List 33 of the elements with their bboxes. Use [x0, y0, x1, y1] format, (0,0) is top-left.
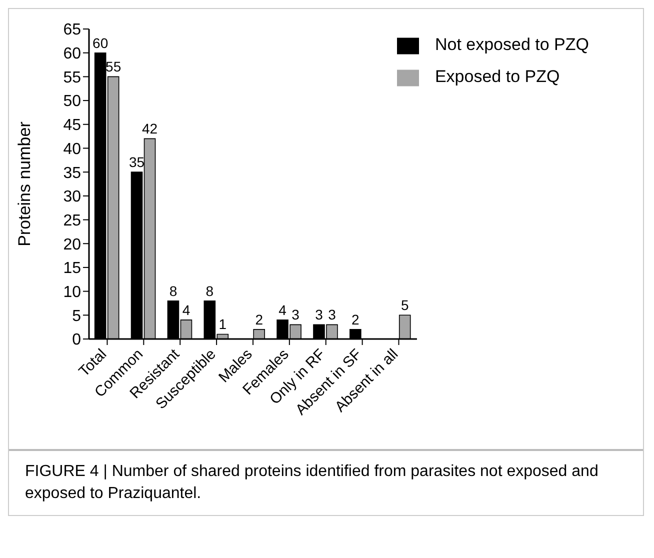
legend-label: Not exposed to PZQ	[434, 35, 589, 54]
y-tick-label: 20	[63, 236, 82, 254]
y-tick-label: 35	[63, 164, 82, 182]
y-tick-label: 15	[63, 260, 82, 278]
data-label: 8	[169, 282, 178, 299]
data-label: 1	[218, 316, 227, 332]
data-label: 3	[292, 306, 300, 323]
caption: FIGURE 4 | Number of shared proteins identified from parasites not exposed and exposed to Praziquantel.	[25, 462, 600, 504]
y-tick-label: 45	[63, 117, 82, 134]
y-tick-label: 10	[63, 284, 82, 301]
y-tick-label: 25	[63, 212, 82, 230]
data-label: 3	[315, 306, 324, 323]
data-label: 3	[328, 306, 336, 323]
data-label: 8	[206, 282, 214, 299]
data-label: 42	[142, 120, 158, 137]
y-tick-label: 40	[63, 140, 82, 158]
data-label: 55	[106, 58, 122, 75]
data-label: 5	[400, 297, 409, 314]
y-tick-label: 55	[63, 69, 82, 86]
y-tick-label: 5	[72, 308, 82, 325]
y-axis-title: Proteins number	[15, 121, 34, 246]
y-tick-label: 65	[63, 22, 82, 39]
data-label: 60	[92, 34, 108, 51]
data-label: 2	[255, 311, 264, 328]
data-label: 4	[278, 302, 287, 318]
y-tick-label: 60	[63, 46, 82, 63]
data-label: 35	[128, 154, 145, 170]
y-tick-label: 30	[63, 188, 82, 206]
y-tick-label: 50	[63, 93, 82, 110]
y-tick-label: 0	[72, 332, 82, 349]
data-label: 4	[182, 302, 190, 318]
legend-label: Exposed to PZQ	[434, 67, 560, 86]
data-label: 2	[352, 311, 360, 328]
